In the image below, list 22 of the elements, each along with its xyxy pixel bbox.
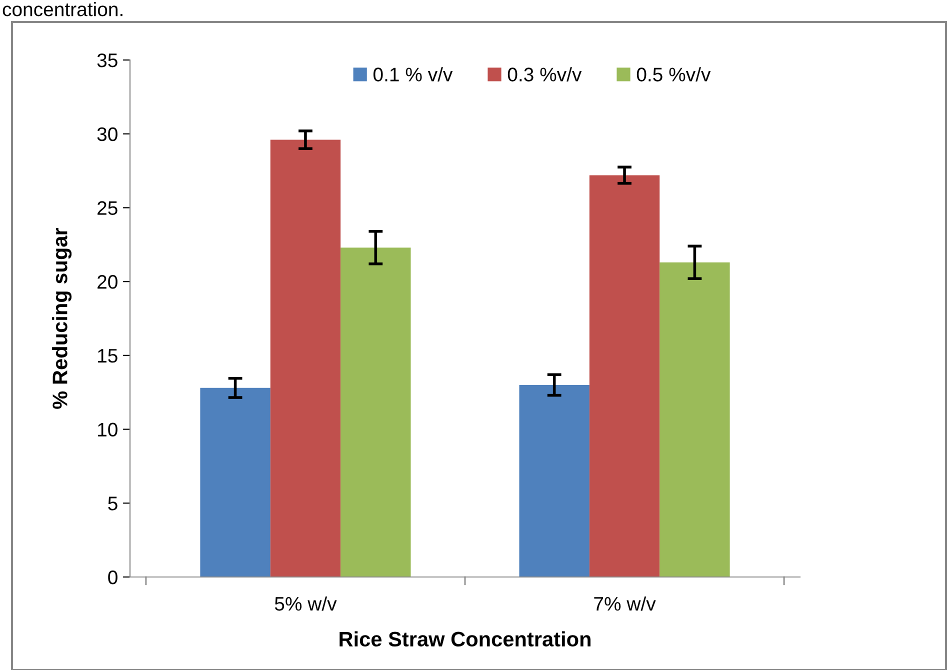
legend-label: 0.5 %v/v <box>636 67 711 82</box>
y-tick-label: 5 <box>108 496 118 510</box>
x-tick-label: 5% w/v <box>274 596 337 611</box>
y-tick-label: 10 <box>98 422 118 437</box>
bar <box>200 388 270 577</box>
bar <box>519 384 590 577</box>
bar <box>660 262 730 577</box>
bar <box>589 175 660 577</box>
legend-label: 0.1 % v/v <box>373 67 453 82</box>
y-axis-title: % Reducing sugar <box>52 228 72 409</box>
y-tick-label: 30 <box>97 127 118 142</box>
x-tick-label: 7% w/v <box>594 596 656 611</box>
text: concentration. <box>2 2 122 16</box>
y-tick-label: 25 <box>98 201 118 215</box>
legend-label: 0.3 %v/v <box>508 67 582 82</box>
y-tick-label: 0 <box>108 570 118 584</box>
x-axis-title: Rice Straw Concentration <box>340 631 590 647</box>
y-tick-label: 20 <box>98 275 118 289</box>
y-tick-label: 35 <box>97 53 118 68</box>
bar <box>340 248 411 577</box>
y-tick-label: 15 <box>98 349 118 363</box>
bar <box>270 140 341 577</box>
